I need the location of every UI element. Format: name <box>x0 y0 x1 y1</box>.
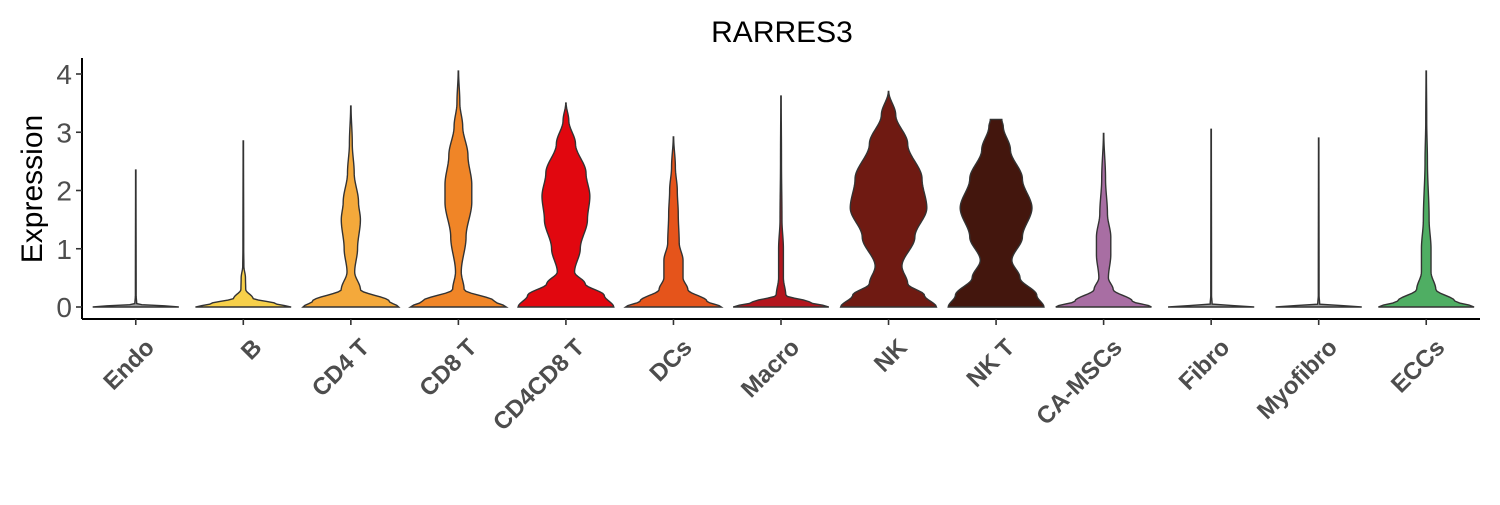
violin-cd8-t <box>408 70 509 308</box>
y-axis-label: Expression <box>16 115 49 263</box>
chart-title: RARRES3 <box>711 16 853 49</box>
x-tick-label: Myofibro <box>1252 334 1343 425</box>
x-tick-label: DCs <box>645 334 698 387</box>
violin-nk <box>839 90 938 308</box>
violin-eccs <box>1378 70 1475 308</box>
x-tick-label: NK <box>869 334 913 378</box>
x-tick-label: ECCs <box>1386 334 1450 398</box>
violin-group <box>92 70 1475 308</box>
violin-macro <box>732 95 830 308</box>
x-tick-label: CD4CD8 T <box>488 334 590 436</box>
violin-nk-t <box>947 118 1045 308</box>
violin-fibro <box>1168 128 1255 308</box>
violin-dcs <box>623 136 724 308</box>
violin-endo <box>92 169 179 308</box>
violin-ca-mscs <box>1055 132 1152 308</box>
y-tick-label: 4 <box>56 59 72 90</box>
x-axis: Endo B CD4 T CD8 T CD4CD8 T DCs Macro NK NK T CA-… <box>82 318 1480 436</box>
y-axis: 0 1 2 3 4 <box>56 58 83 323</box>
violin-cd4cd8-t <box>517 102 615 308</box>
x-tick-label: Fibro <box>1174 334 1236 396</box>
y-tick-label: 3 <box>56 117 72 148</box>
x-tick-label: CD8 T <box>414 334 482 402</box>
violin-cd4-t <box>301 105 401 308</box>
x-tick-label: CD4 T <box>307 334 375 402</box>
violin-myofibro <box>1275 137 1362 308</box>
y-tick-label: 0 <box>56 292 72 323</box>
y-tick-label: 2 <box>56 176 72 207</box>
x-tick-label: Macro <box>736 334 805 403</box>
y-tick-label: 1 <box>56 234 72 265</box>
violin-b <box>195 140 292 308</box>
x-tick-label: Endo <box>98 334 160 396</box>
x-tick-label: CA-MSCs <box>1031 334 1127 430</box>
x-tick-label: B <box>236 334 267 365</box>
x-tick-label: NK T <box>962 334 1021 393</box>
